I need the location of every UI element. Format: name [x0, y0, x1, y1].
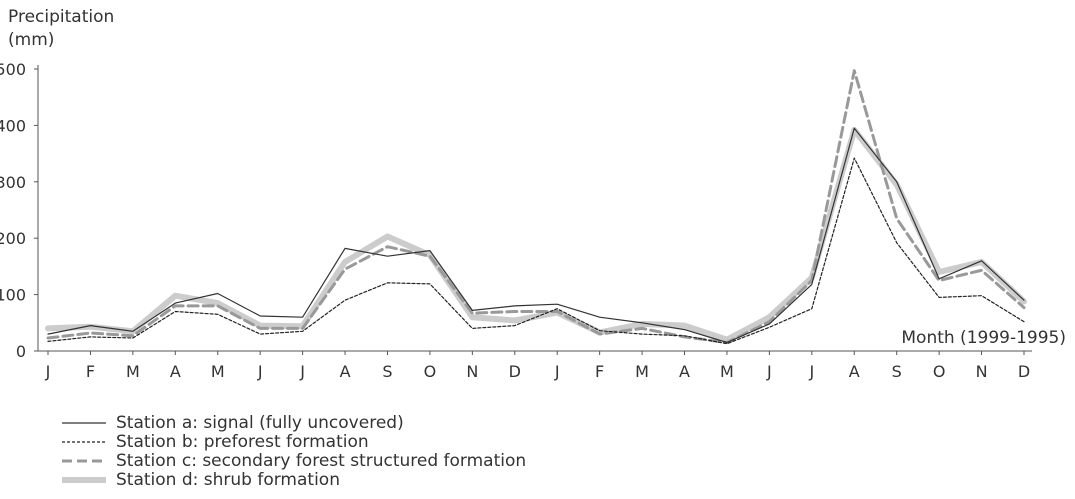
x-tick-label: M	[635, 362, 649, 381]
x-tick-label: S	[382, 362, 392, 381]
y-tick-label: 300	[0, 173, 26, 192]
x-tick-label: N	[466, 362, 478, 381]
x-tick-label: M	[126, 362, 140, 381]
y-axis-label-line1: Precipitation	[8, 7, 115, 27]
legend-label-station-b: Station b: preforest formation	[116, 432, 369, 452]
x-tick-label: J	[257, 362, 263, 381]
y-tick-label: 400	[0, 116, 26, 135]
x-tick-label: S	[892, 362, 902, 381]
x-tick-label: A	[340, 362, 351, 381]
x-tick-label: J	[766, 362, 772, 381]
x-tick-label: O	[424, 362, 437, 381]
y-axis-label-line2: (mm)	[8, 30, 55, 50]
precipitation-line-chart: 0 100 200 300 400 500 J F M A M J J A S O N D J F M A M J J A S O N D…	[0, 60, 1066, 381]
legend-swatch-station-b	[62, 441, 106, 443]
x-tick-label: M	[720, 362, 734, 381]
x-tick-label: N	[976, 362, 988, 381]
series-line-station-c	[46, 69, 1026, 344]
x-tick-label: F	[595, 362, 604, 381]
x-tick-label: A	[170, 362, 181, 381]
series-line-station-d	[45, 126, 1027, 343]
x-tick-label: M	[211, 362, 225, 381]
series-line-station-b	[47, 157, 1025, 345]
series-line-station-a	[47, 127, 1025, 344]
x-tick-label: D	[509, 362, 521, 381]
x-tick-label: D	[1018, 362, 1030, 381]
legend-swatch-station-a	[62, 422, 106, 424]
y-tick-label: 200	[0, 229, 26, 248]
x-tick-label: A	[679, 362, 690, 381]
legend-label-station-c: Station c: secondary forest structured f…	[116, 451, 527, 471]
x-axis-label: Month (1999-1995)	[901, 328, 1066, 348]
y-tick-label: 500	[0, 60, 26, 79]
legend-swatch-station-d	[62, 477, 106, 483]
x-tick-label: A	[849, 362, 860, 381]
x-tick-label: J	[45, 362, 51, 381]
x-tick-label: O	[933, 362, 946, 381]
legend-label-station-a: Station a: signal (fully uncovered)	[116, 413, 404, 433]
x-tick-label: J	[808, 362, 814, 381]
y-tick-label: 0	[16, 342, 26, 361]
legend-swatch-station-c	[62, 459, 106, 463]
x-tick-label: F	[86, 362, 95, 381]
legend-label-station-d: Station d: shrub formation	[116, 470, 340, 490]
x-tick-label: J	[554, 362, 560, 381]
y-tick-label: 100	[0, 286, 26, 305]
x-tick-label: J	[299, 362, 305, 381]
